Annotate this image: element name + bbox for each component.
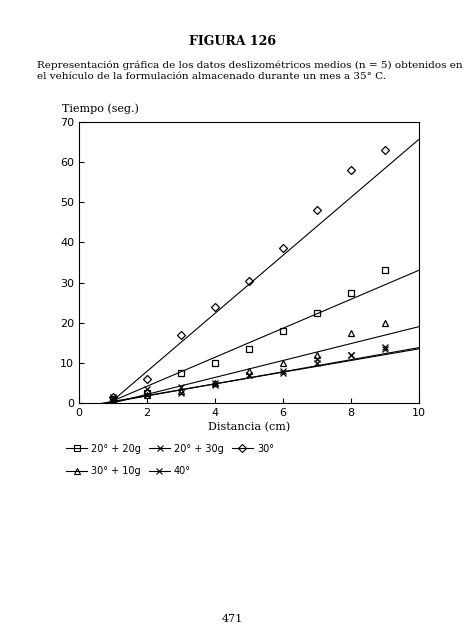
Text: el vehículo de la formulación almacenado durante un mes a 35° C.: el vehículo de la formulación almacenado… xyxy=(37,72,386,81)
X-axis label: Distancia (cm): Distancia (cm) xyxy=(208,422,290,433)
Text: Representación gráfica de los datos deslizométricos medios (n = 5) obtenidos en: Representación gráfica de los datos desl… xyxy=(37,61,463,70)
Text: Tiempo (seg.): Tiempo (seg.) xyxy=(62,103,139,113)
Text: 471: 471 xyxy=(222,614,243,624)
Text: FIGURA 126: FIGURA 126 xyxy=(189,35,276,48)
Legend: 30° + 10g, 40°: 30° + 10g, 40° xyxy=(62,462,195,480)
